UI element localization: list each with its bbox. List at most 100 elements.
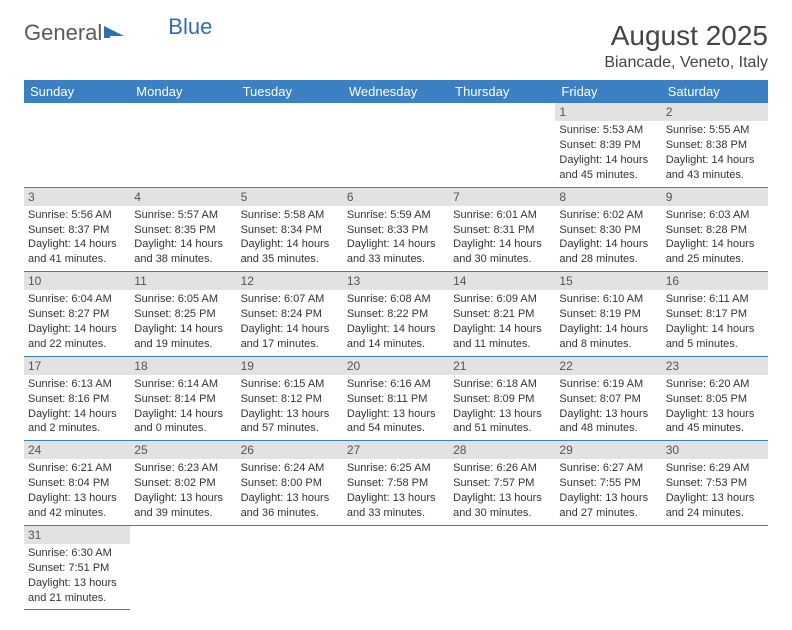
calendar-day: 8Sunrise: 6:02 AMSunset: 8:30 PMDaylight… bbox=[555, 187, 661, 272]
sunset-line: Sunset: 8:04 PM bbox=[28, 476, 126, 491]
daylight-line: Daylight: 13 hours and 27 minutes. bbox=[559, 491, 657, 521]
calendar-day: 28Sunrise: 6:26 AMSunset: 7:57 PMDayligh… bbox=[449, 441, 555, 526]
calendar-row: 24Sunrise: 6:21 AMSunset: 8:04 PMDayligh… bbox=[24, 441, 768, 526]
calendar-day: 29Sunrise: 6:27 AMSunset: 7:55 PMDayligh… bbox=[555, 441, 661, 526]
daylight-line: Daylight: 14 hours and 8 minutes. bbox=[559, 322, 657, 352]
sunset-line: Sunset: 7:51 PM bbox=[28, 561, 126, 576]
calendar-day: 13Sunrise: 6:08 AMSunset: 8:22 PMDayligh… bbox=[343, 272, 449, 357]
sunset-line: Sunset: 8:38 PM bbox=[666, 138, 764, 153]
sunset-line: Sunset: 8:17 PM bbox=[666, 307, 764, 322]
daylight-line: Daylight: 13 hours and 51 minutes. bbox=[453, 407, 551, 437]
sunrise-line: Sunrise: 5:57 AM bbox=[134, 208, 232, 223]
weekday-header: Sunday bbox=[24, 80, 130, 103]
day-details: Sunrise: 6:13 AMSunset: 8:16 PMDaylight:… bbox=[24, 375, 130, 440]
day-number: 21 bbox=[449, 357, 555, 375]
daylight-line: Daylight: 13 hours and 39 minutes. bbox=[134, 491, 232, 521]
sunrise-line: Sunrise: 6:20 AM bbox=[666, 377, 764, 392]
calendar-day: 30Sunrise: 6:29 AMSunset: 7:53 PMDayligh… bbox=[662, 441, 768, 526]
day-number: 22 bbox=[555, 357, 661, 375]
day-details: Sunrise: 5:56 AMSunset: 8:37 PMDaylight:… bbox=[24, 206, 130, 271]
day-number: 16 bbox=[662, 272, 768, 290]
calendar-day: 20 Sunrise: 6:16 AMSunset: 8:11 PMDayligh… bbox=[343, 356, 449, 441]
calendar-day: 22Sunrise: 6:19 AMSunset: 8:07 PMDayligh… bbox=[555, 356, 661, 441]
sunrise-line: Sunrise: 5:55 AM bbox=[666, 123, 764, 138]
calendar-row: 3Sunrise: 5:56 AMSunset: 8:37 PMDaylight… bbox=[24, 187, 768, 272]
logo-text-2: Blue bbox=[168, 14, 212, 40]
daylight-line: Daylight: 13 hours and 54 minutes. bbox=[347, 407, 445, 437]
calendar-table: SundayMondayTuesdayWednesdayThursdayFrid… bbox=[24, 80, 768, 610]
sunset-line: Sunset: 8:22 PM bbox=[347, 307, 445, 322]
calendar-day: 4Sunrise: 5:57 AMSunset: 8:35 PMDaylight… bbox=[130, 187, 236, 272]
daylight-line: Daylight: 13 hours and 48 minutes. bbox=[559, 407, 657, 437]
sunset-line: Sunset: 8:34 PM bbox=[241, 223, 339, 238]
day-details: Sunrise: 6:02 AMSunset: 8:30 PMDaylight:… bbox=[555, 206, 661, 271]
day-number: 6 bbox=[343, 188, 449, 206]
day-number: 12 bbox=[237, 272, 343, 290]
day-details: Sunrise: 5:55 AMSunset: 8:38 PMDaylight:… bbox=[662, 121, 768, 186]
sunrise-line: Sunrise: 6:16 AM bbox=[347, 377, 445, 392]
calendar-day: 21Sunrise: 6:18 AMSunset: 8:09 PMDayligh… bbox=[449, 356, 555, 441]
daylight-line: Daylight: 13 hours and 21 minutes. bbox=[28, 576, 126, 606]
daylight-line: Daylight: 13 hours and 42 minutes. bbox=[28, 491, 126, 521]
day-number: 8 bbox=[555, 188, 661, 206]
sunrise-line: Sunrise: 6:14 AM bbox=[134, 377, 232, 392]
day-details: Sunrise: 6:11 AMSunset: 8:17 PMDaylight:… bbox=[662, 290, 768, 355]
weekday-header: Saturday bbox=[662, 80, 768, 103]
daylight-line: Daylight: 14 hours and 5 minutes. bbox=[666, 322, 764, 352]
daylight-line: Daylight: 14 hours and 2 minutes. bbox=[28, 407, 126, 437]
weekday-header-row: SundayMondayTuesdayWednesdayThursdayFrid… bbox=[24, 80, 768, 103]
calendar-row: 31Sunrise: 6:30 AMSunset: 7:51 PMDayligh… bbox=[24, 525, 768, 610]
day-details: Sunrise: 5:53 AMSunset: 8:39 PMDaylight:… bbox=[555, 121, 661, 186]
sunset-line: Sunset: 8:39 PM bbox=[559, 138, 657, 153]
daylight-line: Daylight: 14 hours and 41 minutes. bbox=[28, 237, 126, 267]
calendar-day: 6Sunrise: 5:59 AMSunset: 8:33 PMDaylight… bbox=[343, 187, 449, 272]
day-number: 23 bbox=[662, 357, 768, 375]
day-number: 24 bbox=[24, 441, 130, 459]
sunrise-line: Sunrise: 6:07 AM bbox=[241, 292, 339, 307]
calendar-empty bbox=[130, 525, 236, 610]
sunrise-line: Sunrise: 6:30 AM bbox=[28, 546, 126, 561]
sunset-line: Sunset: 8:27 PM bbox=[28, 307, 126, 322]
day-number: 20 bbox=[343, 357, 449, 375]
day-details: Sunrise: 6:18 AMSunset: 8:09 PMDaylight:… bbox=[449, 375, 555, 440]
sunset-line: Sunset: 8:37 PM bbox=[28, 223, 126, 238]
sunset-line: Sunset: 8:19 PM bbox=[559, 307, 657, 322]
sunrise-line: Sunrise: 6:13 AM bbox=[28, 377, 126, 392]
daylight-line: Daylight: 14 hours and 19 minutes. bbox=[134, 322, 232, 352]
header: General Blue August 2025 Biancade, Venet… bbox=[24, 20, 768, 72]
calendar-day: 10Sunrise: 6:04 AMSunset: 8:27 PMDayligh… bbox=[24, 272, 130, 357]
day-details: Sunrise: 6:20 AMSunset: 8:05 PMDaylight:… bbox=[662, 375, 768, 440]
calendar-day: 15Sunrise: 6:10 AMSunset: 8:19 PMDayligh… bbox=[555, 272, 661, 357]
sunrise-line: Sunrise: 6:25 AM bbox=[347, 461, 445, 476]
day-number: 1 bbox=[555, 103, 661, 121]
daylight-line: Daylight: 14 hours and 33 minutes. bbox=[347, 237, 445, 267]
calendar-empty bbox=[343, 103, 449, 187]
location: Biancade, Veneto, Italy bbox=[604, 54, 768, 72]
day-number: 5 bbox=[237, 188, 343, 206]
day-number: 13 bbox=[343, 272, 449, 290]
day-details: Sunrise: 6:27 AMSunset: 7:55 PMDaylight:… bbox=[555, 459, 661, 524]
sunrise-line: Sunrise: 6:19 AM bbox=[559, 377, 657, 392]
day-number: 26 bbox=[237, 441, 343, 459]
sunset-line: Sunset: 8:28 PM bbox=[666, 223, 764, 238]
sunrise-line: Sunrise: 6:08 AM bbox=[347, 292, 445, 307]
day-details: Sunrise: 6:21 AMSunset: 8:04 PMDaylight:… bbox=[24, 459, 130, 524]
sunset-line: Sunset: 8:11 PM bbox=[347, 392, 445, 407]
calendar-day: 1Sunrise: 5:53 AMSunset: 8:39 PMDaylight… bbox=[555, 103, 661, 187]
daylight-line: Daylight: 14 hours and 25 minutes. bbox=[666, 237, 764, 267]
weekday-header: Friday bbox=[555, 80, 661, 103]
day-details: Sunrise: 6:09 AMSunset: 8:21 PMDaylight:… bbox=[449, 290, 555, 355]
sunrise-line: Sunrise: 6:29 AM bbox=[666, 461, 764, 476]
day-details: Sunrise: 6:24 AMSunset: 8:00 PMDaylight:… bbox=[237, 459, 343, 524]
calendar-day: 17Sunrise: 6:13 AMSunset: 8:16 PMDayligh… bbox=[24, 356, 130, 441]
sunrise-line: Sunrise: 6:21 AM bbox=[28, 461, 126, 476]
day-details: Sunrise: 6:23 AMSunset: 8:02 PMDaylight:… bbox=[130, 459, 236, 524]
calendar-day: 12Sunrise: 6:07 AMSunset: 8:24 PMDayligh… bbox=[237, 272, 343, 357]
day-details: Sunrise: 6:07 AMSunset: 8:24 PMDaylight:… bbox=[237, 290, 343, 355]
sunrise-line: Sunrise: 6:09 AM bbox=[453, 292, 551, 307]
month-title: August 2025 bbox=[604, 20, 768, 52]
day-details: Sunrise: 6:26 AMSunset: 7:57 PMDaylight:… bbox=[449, 459, 555, 524]
daylight-line: Daylight: 14 hours and 22 minutes. bbox=[28, 322, 126, 352]
sunset-line: Sunset: 7:58 PM bbox=[347, 476, 445, 491]
weekday-header: Thursday bbox=[449, 80, 555, 103]
